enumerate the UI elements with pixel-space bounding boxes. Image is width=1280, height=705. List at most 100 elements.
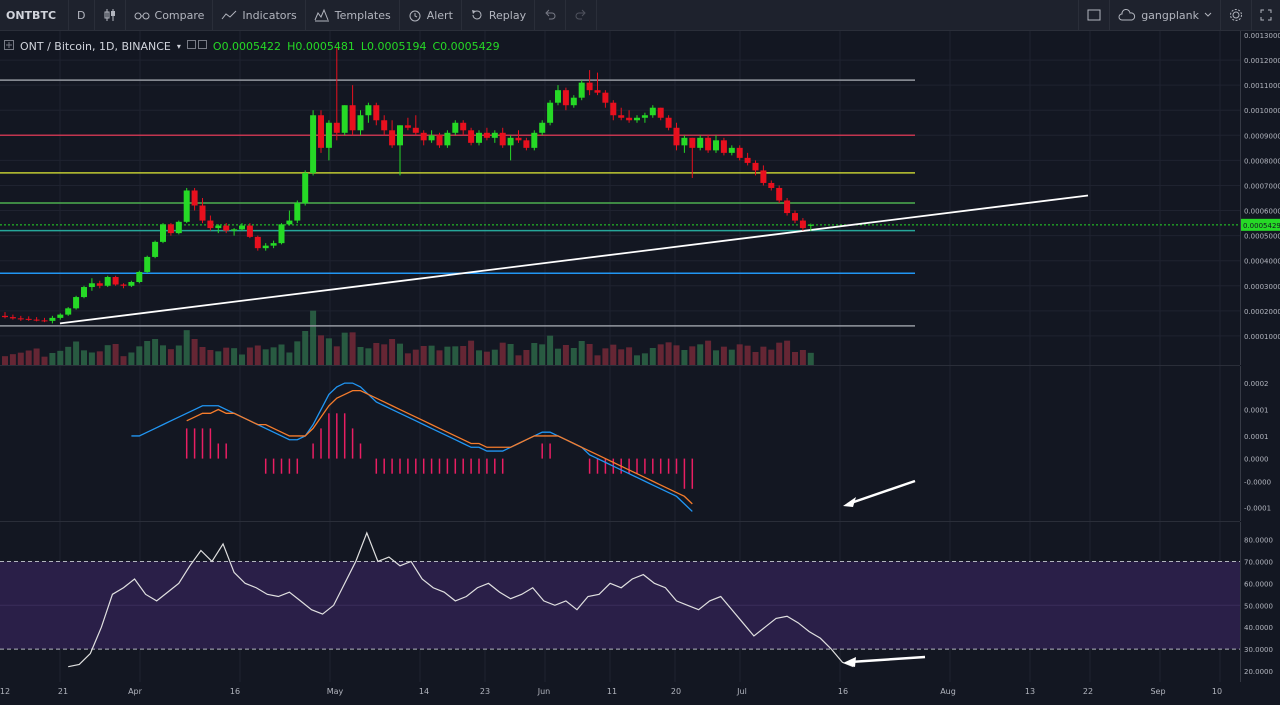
candle — [483, 127, 490, 141]
volume-bar — [594, 355, 601, 365]
settings-button[interactable] — [1220, 0, 1251, 30]
cloud-icon — [1118, 8, 1136, 22]
candle-body — [128, 282, 135, 286]
candle — [215, 224, 222, 234]
layout-square-icon — [1087, 8, 1101, 22]
candle — [744, 152, 751, 166]
candle-body — [649, 107, 656, 116]
templates-label: Templates — [334, 8, 391, 22]
candle — [673, 122, 680, 151]
candle-body — [207, 220, 214, 229]
candle-body — [88, 283, 95, 288]
time-tick-label: 11 — [607, 687, 617, 696]
chart-style-button[interactable] — [95, 0, 126, 30]
time-tick-label: Apr — [128, 687, 143, 696]
candle — [570, 95, 577, 108]
candle-body — [262, 245, 269, 249]
candle — [705, 135, 712, 153]
volume-bar — [452, 346, 459, 365]
layout-button[interactable] — [1078, 0, 1109, 30]
legend-high: H0.0005481 — [287, 40, 355, 53]
expand-legend-icon[interactable] — [4, 40, 14, 53]
compare-button[interactable]: Compare — [126, 0, 214, 30]
volume-bar — [136, 346, 143, 365]
macd-axis[interactable]: 0.0002 0.0001 0.0001 0.0000 -0.0000 -0.0001 — [1240, 366, 1280, 521]
candle-body — [175, 221, 182, 234]
volume-bar — [325, 338, 332, 365]
candle-body — [483, 132, 490, 138]
candle-body — [744, 157, 751, 163]
volume-bar — [555, 348, 561, 365]
rsi-axis[interactable]: 80.0000 70.0000 60.0000 50.0000 40.0000 30.00… — [1240, 522, 1280, 682]
candle — [270, 240, 277, 249]
volume-bar — [626, 347, 633, 365]
fullscreen-button[interactable] — [1251, 0, 1280, 30]
candle — [649, 105, 656, 118]
volume-bar — [713, 350, 719, 365]
alert-button[interactable]: Alert — [400, 0, 462, 30]
candle-body — [555, 90, 561, 103]
candle-body — [594, 90, 601, 93]
volume-bar — [476, 350, 482, 365]
volume-bar — [776, 342, 783, 365]
alarm-clock-icon — [408, 8, 422, 22]
candle — [452, 120, 459, 136]
price-tick-label: 0.0012000 — [1244, 57, 1280, 65]
price-tick-label: 0.0011000 — [1244, 82, 1280, 90]
rsi-pane[interactable] — [0, 522, 1240, 683]
candle-body — [752, 162, 759, 171]
candle-body — [760, 170, 767, 183]
volume-bar — [25, 350, 32, 365]
volume-bar — [420, 346, 427, 365]
price-tick-label: 0.0006000 — [1244, 208, 1280, 216]
time-tick-label: 14 — [419, 687, 429, 696]
indicators-button[interactable]: Indicators — [213, 0, 306, 30]
candle-body — [523, 140, 530, 148]
volume-bar — [515, 355, 522, 365]
volume-bar — [286, 352, 293, 365]
volume-bar — [183, 330, 190, 365]
macd-pane[interactable] — [0, 366, 1240, 522]
candle-body — [223, 225, 230, 231]
dropdown-arrow-icon[interactable]: ▾ — [176, 42, 181, 51]
candle — [491, 130, 498, 143]
username-label: gangplank — [1141, 8, 1199, 22]
candle-body — [152, 241, 159, 257]
price-chart[interactable] — [0, 31, 1240, 365]
undo-button[interactable] — [535, 0, 567, 30]
candle — [104, 275, 111, 288]
price-axis[interactable]: 0.0013000 0.0012000 0.0011000 0.0010000 0.00… — [1240, 31, 1280, 365]
price-pane[interactable]: ONT / Bitcoin, 1D, BINANCE ▾ O0.0005422 … — [0, 31, 1240, 366]
templates-icon — [314, 8, 330, 22]
candle-body — [104, 276, 111, 286]
replay-button[interactable]: Replay — [462, 0, 536, 30]
candle-body — [270, 243, 277, 246]
candle — [562, 87, 569, 111]
candle-body — [468, 130, 475, 143]
legend-buttons-icon[interactable] — [186, 40, 207, 53]
candle-body — [239, 225, 245, 230]
time-axis[interactable]: 12 21 Apr 16 May 14 23 Jun 11 20 Jul 16 Aug 13 22 Sep 10 — [0, 682, 1280, 701]
symbol-search[interactable]: ONTBTC — [0, 0, 70, 30]
volume-bar — [33, 348, 40, 365]
volume-bar — [349, 332, 356, 365]
candle-body — [602, 92, 609, 103]
candle-body — [357, 115, 364, 131]
legend-title[interactable]: ONT / Bitcoin, 1D, BINANCE — [20, 40, 171, 53]
candle-body — [586, 82, 593, 91]
volume-bar — [239, 354, 245, 365]
rsi-chart[interactable] — [0, 522, 1240, 682]
volume-bar — [618, 349, 625, 365]
legend-close: C0.0005429 — [432, 40, 500, 53]
candle — [357, 110, 364, 136]
macd-chart[interactable] — [0, 366, 1240, 521]
interval-button[interactable]: D — [69, 0, 95, 30]
candle — [88, 278, 95, 291]
candle — [25, 316, 32, 321]
candle — [191, 187, 198, 211]
time-tick-label: Jul — [736, 687, 747, 696]
redo-button[interactable] — [566, 0, 598, 30]
cloud-save-button[interactable]: gangplank — [1109, 0, 1220, 30]
templates-button[interactable]: Templates — [306, 0, 400, 30]
rsi-tick-label: 80.0000 — [1244, 537, 1273, 545]
